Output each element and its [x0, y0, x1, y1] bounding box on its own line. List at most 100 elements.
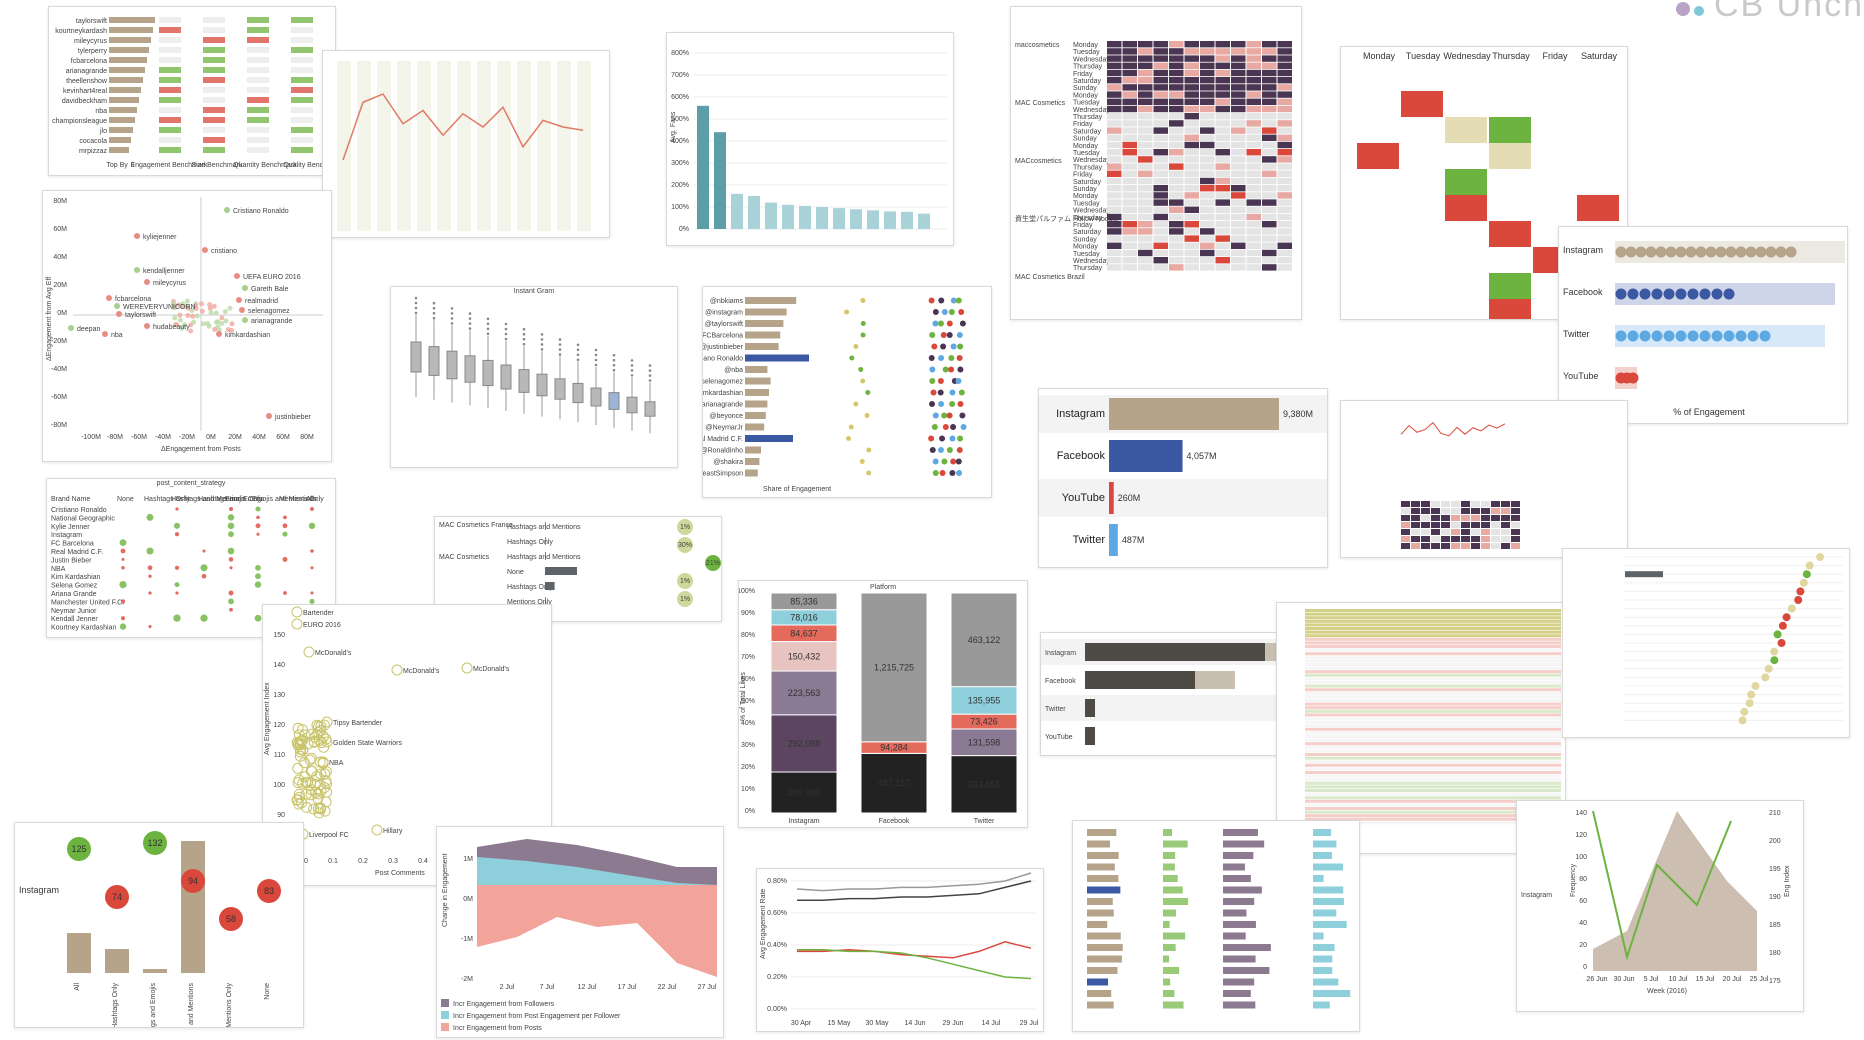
- horizon-heatmap: [1276, 602, 1566, 854]
- dot: [858, 367, 864, 372]
- bar: [1087, 967, 1118, 974]
- point-label: nba: [111, 332, 123, 339]
- row-band: [1041, 723, 1281, 749]
- heat-cell: [1169, 257, 1184, 264]
- heat-cell: [1246, 127, 1261, 134]
- heat-cell: [1246, 55, 1261, 62]
- column-label: Tuesday: [1406, 51, 1441, 61]
- heat-cell: [1169, 113, 1184, 120]
- y-tick: 80: [1579, 876, 1587, 883]
- heat-cell: [1215, 91, 1230, 98]
- dot: [860, 378, 866, 384]
- bar: [1223, 863, 1245, 871]
- heat-cell: [1169, 177, 1184, 185]
- heat-cell: [1153, 141, 1168, 149]
- heat-cell: [1169, 149, 1184, 156]
- point-label: Hillary: [383, 828, 403, 835]
- y-tick: 60M: [53, 226, 67, 233]
- column-label: Top By ⇩: [106, 161, 135, 169]
- point-label: Gareth Bale: [251, 286, 288, 293]
- heat-cell: [1246, 242, 1261, 249]
- dot: [938, 355, 945, 361]
- heat-cell: [1215, 235, 1230, 242]
- mini-cell: [1411, 522, 1420, 528]
- label-point: [102, 331, 108, 337]
- grid-band: [397, 61, 411, 231]
- box: [464, 355, 476, 383]
- scatter-point: [229, 328, 235, 334]
- heat-cell: [1215, 185, 1230, 192]
- heat-cell: [1122, 149, 1137, 156]
- heat-cell: [1200, 228, 1215, 235]
- row-label: @MrBeastSimpson: [703, 471, 743, 478]
- tan-bar: [109, 97, 139, 103]
- mini-cell: [1511, 536, 1520, 542]
- heat-cell: [1231, 228, 1246, 235]
- heat-cell: [1107, 192, 1122, 199]
- point-label: kyliejenner: [143, 234, 177, 241]
- heat-cell: [1277, 242, 1292, 249]
- mini-cell: [1401, 543, 1410, 549]
- mini-cell: [1491, 536, 1500, 542]
- day-label: Wednesday: [1073, 258, 1110, 265]
- x-tick: -80M: [107, 434, 123, 441]
- outlier: [414, 306, 418, 310]
- dot: [955, 378, 962, 384]
- dot: [846, 436, 852, 441]
- dot: [1715, 246, 1727, 258]
- dot: [958, 309, 965, 315]
- outlier: [468, 322, 472, 325]
- heat-cell: [1277, 120, 1292, 127]
- mini-cell: [1461, 543, 1470, 549]
- heat-cell: [1231, 127, 1246, 134]
- dot: [120, 599, 126, 604]
- heat-row: [1305, 663, 1561, 666]
- outlier: [432, 306, 436, 310]
- pct-engagement-chart: Instagram Facebook Twitter YouTube % of Enga…: [1558, 226, 1848, 424]
- segment-label: 292,098: [788, 738, 821, 748]
- heat-row: [1305, 627, 1561, 630]
- category-label: Hashtags and Emojis: [150, 983, 157, 1027]
- heat-cell: [1122, 41, 1137, 48]
- bar: [1087, 852, 1119, 859]
- row-band: [1039, 437, 1327, 475]
- dot: [1627, 330, 1639, 342]
- heat-cell: [1215, 177, 1230, 185]
- heat-cell: [1107, 141, 1122, 149]
- row-label: @nbkiams: [710, 298, 744, 305]
- point-label: hudabeauty: [153, 324, 190, 331]
- network-label: Twitter: [1563, 329, 1590, 339]
- bar: [1313, 863, 1344, 871]
- column-label: Hashtags Only: [144, 496, 190, 503]
- bar: [1087, 1001, 1114, 1009]
- heat-row: [1305, 810, 1561, 814]
- matrix-cell: [1489, 221, 1531, 247]
- dot: [1794, 596, 1803, 604]
- heat-cell: [1153, 55, 1168, 62]
- group-label: MAC Cosmetics France: [439, 522, 513, 529]
- dot: [1655, 246, 1667, 258]
- scatter-point: [222, 309, 228, 315]
- label-point: [134, 267, 140, 273]
- x-tick: 20 Jul: [1723, 976, 1742, 983]
- dot: [1805, 561, 1814, 570]
- scatter-point: [294, 750, 306, 762]
- point-label: kendalljenner: [143, 268, 185, 275]
- heat-cell: [1231, 249, 1246, 257]
- bubble-label: 125: [71, 844, 86, 854]
- bar: [1087, 863, 1115, 871]
- label-point: [303, 646, 315, 658]
- heat-cell: [1184, 55, 1199, 62]
- bar: [1085, 643, 1265, 661]
- share-bar: [745, 469, 758, 477]
- heat-cell: [1215, 221, 1230, 228]
- mini-cell: [1501, 536, 1510, 542]
- heat-cell: [1169, 235, 1184, 242]
- bar: [1163, 840, 1188, 848]
- frequency-area: [1593, 811, 1757, 971]
- row-label: @nba: [724, 367, 743, 374]
- heat-cell: [1107, 264, 1122, 271]
- heat-cell: [1153, 62, 1168, 69]
- x-tick: 26 Jun: [1586, 976, 1607, 983]
- heat-cell: [1122, 141, 1137, 149]
